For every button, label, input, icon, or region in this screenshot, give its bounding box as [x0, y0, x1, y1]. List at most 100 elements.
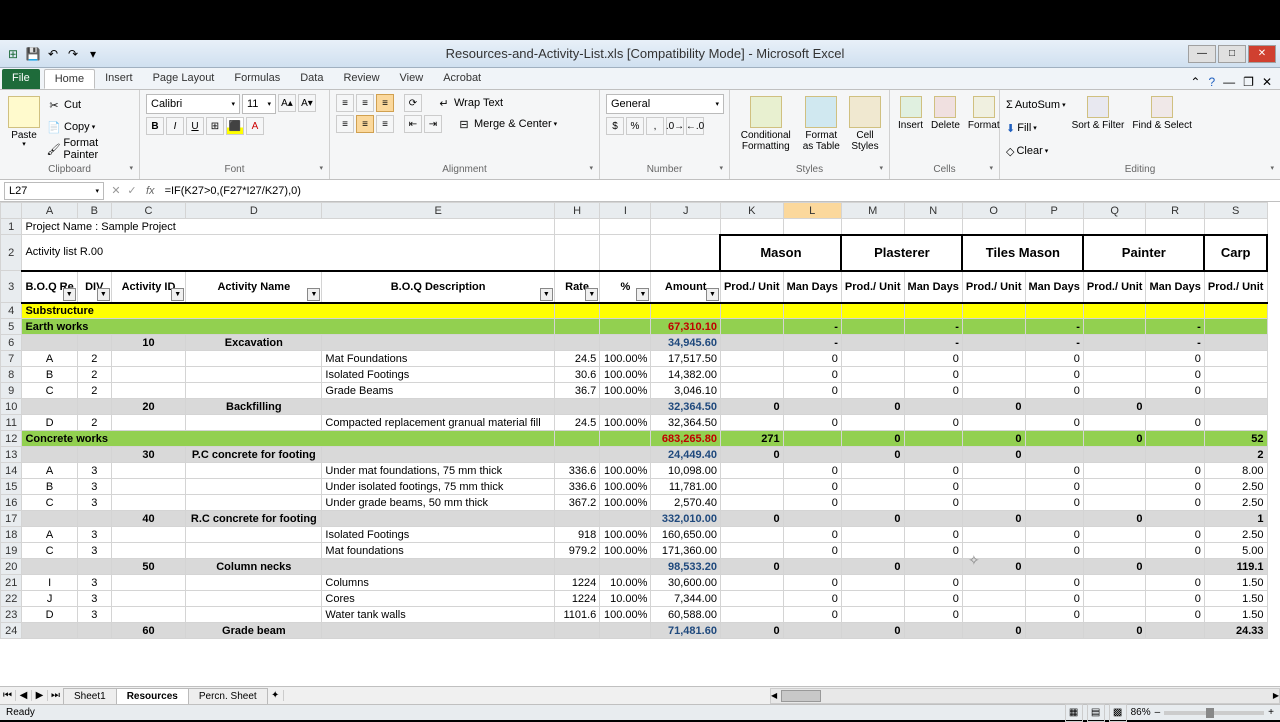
cell-6-B[interactable] — [77, 335, 111, 351]
font-name-select[interactable]: Calibri▾ — [146, 94, 240, 114]
cell-21-A[interactable]: I — [22, 575, 77, 591]
cell-24-H[interactable] — [554, 623, 600, 639]
cell-8-K[interactable] — [720, 367, 783, 383]
bold-button[interactable]: B — [146, 117, 164, 135]
excel-icon[interactable]: ⊞ — [4, 45, 22, 63]
ribbon-tab-formulas[interactable]: Formulas — [224, 69, 290, 89]
comma-button[interactable]: , — [646, 117, 664, 135]
cell-16-Q[interactable] — [1083, 495, 1146, 511]
new-sheet-button[interactable]: ✦ — [268, 690, 284, 701]
cell-18-K[interactable] — [720, 527, 783, 543]
formula-input[interactable] — [161, 182, 1280, 200]
cell-11-H[interactable]: 24.5 — [554, 415, 600, 431]
cell-6-M[interactable] — [841, 335, 904, 351]
cell-10-Q[interactable]: 0 — [1083, 399, 1146, 415]
cell-15-A[interactable]: B — [22, 479, 77, 495]
cell-17-S[interactable]: 1 — [1204, 511, 1267, 527]
cell-14-D[interactable] — [186, 463, 322, 479]
cell-12-I[interactable] — [600, 431, 651, 447]
cell-22-Q[interactable] — [1083, 591, 1146, 607]
cell-14-E[interactable]: Under mat foundations, 75 mm thick — [322, 463, 554, 479]
cell-7-M[interactable] — [841, 351, 904, 367]
cell-22-P[interactable]: 0 — [1025, 591, 1083, 607]
cell-8-C[interactable] — [111, 367, 185, 383]
workbook-minimize-icon[interactable]: — — [1223, 75, 1235, 89]
col-header-cell-3[interactable]: Activity Name▼ — [186, 271, 322, 303]
cell-9-N[interactable]: 0 — [904, 383, 962, 399]
cell-21-P[interactable]: 0 — [1025, 575, 1083, 591]
cell-4-S[interactable] — [1204, 303, 1267, 319]
cell-15-J[interactable]: 11,781.00 — [651, 479, 721, 495]
cell-20-R[interactable] — [1146, 559, 1204, 575]
cell-19-N[interactable]: 0 — [904, 543, 962, 559]
cell-8-Q[interactable] — [1083, 367, 1146, 383]
cell-22-M[interactable] — [841, 591, 904, 607]
cell-6-N[interactable]: - — [904, 335, 962, 351]
cell-17-A[interactable] — [22, 511, 77, 527]
trade-header-2[interactable]: Tiles Mason — [962, 235, 1083, 271]
cell-21-C[interactable] — [111, 575, 185, 591]
cell-12-R[interactable] — [1146, 431, 1204, 447]
percent-button[interactable]: % — [626, 117, 644, 135]
fill-color-button[interactable]: ⬛ — [226, 117, 244, 135]
cell-23-R[interactable]: 0 — [1146, 607, 1204, 623]
col-header-cell-2[interactable]: Activity ID▼ — [111, 271, 185, 303]
row-header-24[interactable]: 24 — [1, 623, 22, 639]
cell-23-P[interactable]: 0 — [1025, 607, 1083, 623]
cell-4-J[interactable] — [651, 303, 721, 319]
cell-20-A[interactable] — [22, 559, 77, 575]
zoom-slider[interactable] — [1164, 711, 1264, 715]
fill-button[interactable]: ⬇ Fill▾ — [1006, 117, 1066, 139]
cell-14-M[interactable] — [841, 463, 904, 479]
cell-18-P[interactable]: 0 — [1025, 527, 1083, 543]
filter-icon[interactable]: ▼ — [97, 288, 110, 301]
cell-12-N[interactable] — [904, 431, 962, 447]
cell-17-K[interactable]: 0 — [720, 511, 783, 527]
cell-23-K[interactable] — [720, 607, 783, 623]
cell-13-N[interactable] — [904, 447, 962, 463]
cell-19-R[interactable]: 0 — [1146, 543, 1204, 559]
cell-9-J[interactable]: 3,046.10 — [651, 383, 721, 399]
cell-4-N[interactable] — [904, 303, 962, 319]
cell-12-O[interactable]: 0 — [962, 431, 1025, 447]
cell-6-P[interactable]: - — [1025, 335, 1083, 351]
cell-8-J[interactable]: 14,382.00 — [651, 367, 721, 383]
trade-header-3[interactable]: Painter — [1083, 235, 1204, 271]
cell-7-E[interactable]: Mat Foundations — [322, 351, 554, 367]
cell-19-S[interactable]: 5.00 — [1204, 543, 1267, 559]
zoom-out-button[interactable]: – — [1155, 707, 1161, 718]
cell-12-Q[interactable]: 0 — [1083, 431, 1146, 447]
cell-22-A[interactable]: J — [22, 591, 77, 607]
cell-19-B[interactable]: 3 — [77, 543, 111, 559]
cell-14-H[interactable]: 336.6 — [554, 463, 600, 479]
ribbon-tab-page-layout[interactable]: Page Layout — [143, 69, 225, 89]
cell-8-L[interactable]: 0 — [783, 367, 841, 383]
tab-nav-last[interactable]: ⏭ — [48, 690, 64, 701]
cell-4-P[interactable] — [1025, 303, 1083, 319]
row-header-11[interactable]: 11 — [1, 415, 22, 431]
cell-19-O[interactable] — [962, 543, 1025, 559]
cell-4-R[interactable] — [1146, 303, 1204, 319]
align-center-button[interactable]: ≡ — [356, 115, 374, 133]
cell-16-J[interactable]: 2,570.40 — [651, 495, 721, 511]
cell-5-R[interactable]: - — [1146, 319, 1204, 335]
ribbon-tab-file[interactable]: File — [2, 69, 40, 89]
row-header-16[interactable]: 16 — [1, 495, 22, 511]
tab-nav-prev[interactable]: ◀ — [16, 690, 32, 701]
align-left-button[interactable]: ≡ — [336, 115, 354, 133]
cell-11-C[interactable] — [111, 415, 185, 431]
cell-17-E[interactable] — [322, 511, 554, 527]
col-header-L[interactable]: L — [783, 203, 841, 219]
filter-icon[interactable]: ▼ — [706, 288, 719, 301]
cell-9-L[interactable]: 0 — [783, 383, 841, 399]
cell-23-B[interactable]: 3 — [77, 607, 111, 623]
format-painter-button[interactable]: 🖌Format Painter — [46, 138, 133, 160]
row-header-3[interactable]: 3 — [1, 271, 22, 303]
cell-13-S[interactable]: 2 — [1204, 447, 1267, 463]
cell-23-N[interactable]: 0 — [904, 607, 962, 623]
cell-13-A[interactable] — [22, 447, 77, 463]
row-header-7[interactable]: 7 — [1, 351, 22, 367]
cell-22-E[interactable]: Cores — [322, 591, 554, 607]
row-header-22[interactable]: 22 — [1, 591, 22, 607]
merge-center-button[interactable]: Merge & Center — [474, 118, 552, 130]
